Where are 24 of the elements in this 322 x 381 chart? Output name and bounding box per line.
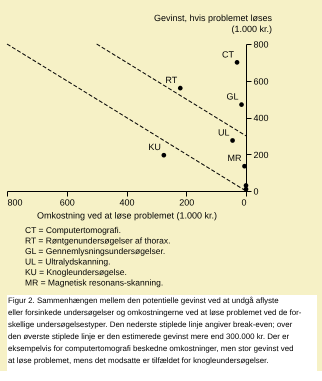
text: CT = Computertomografi. RT = Røntgenundersøgelser af thorax. GL = Gennemlysningsundersøgelser. UL = Ultralydskanning. KU = Knogleundersøgelse. MR = Magnetisk resonans-skanning. [25,225,170,288]
y-tick-label: 400 [254,113,269,123]
y-axis-title: Gevinst, hvis problemet løses (1.000 kr.) [154,13,272,34]
point [178,86,183,90]
annotation: KU [148,142,161,152]
annotation: CT [222,49,235,60]
annotation: UL [218,127,230,138]
x-axis-title: Omkostning ved at løse problemet (1.000 kr.) [36,210,218,220]
annotation: RT [165,75,178,86]
point [234,60,240,65]
x-tick-label: 600 [60,198,75,208]
y-tick-label: 800 [254,40,269,50]
y-tick-label: 0 [254,186,259,196]
point [230,138,235,143]
y-tick-label: 600 [254,76,269,86]
annotation: GL [226,92,239,102]
annotation: MR [228,153,242,164]
x-tick-label: 0 [241,198,246,208]
x-tick-label: 800 [8,198,23,208]
point [162,152,166,158]
x-tick-label: 400 [119,198,135,208]
x-tick-label: 200 [179,198,194,208]
point [239,102,244,107]
y-tick-label: 200 [254,150,269,160]
